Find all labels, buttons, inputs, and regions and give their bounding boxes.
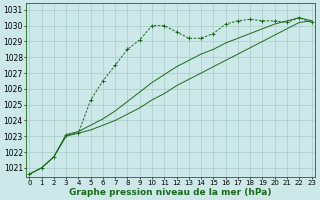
X-axis label: Graphe pression niveau de la mer (hPa): Graphe pression niveau de la mer (hPa) <box>69 188 272 197</box>
